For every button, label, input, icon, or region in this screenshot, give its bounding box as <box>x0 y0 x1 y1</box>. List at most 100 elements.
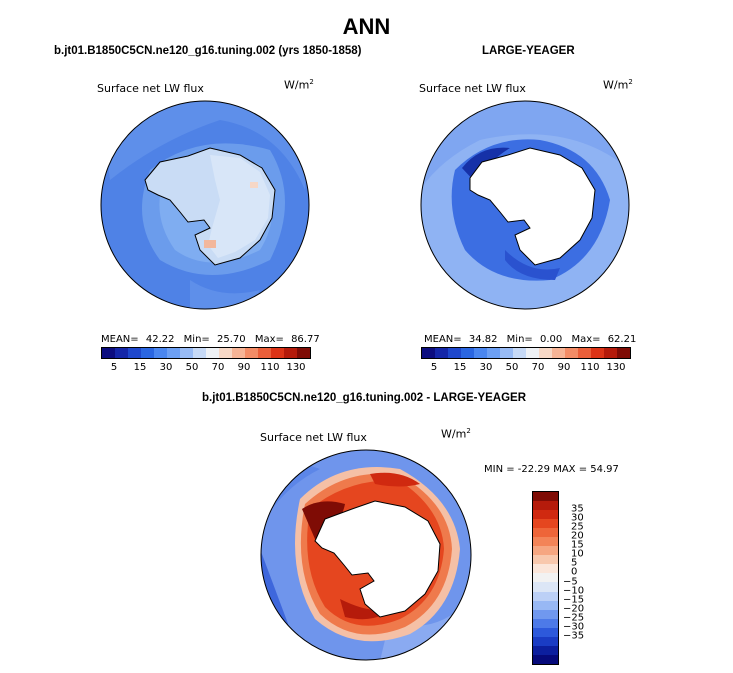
colorbar-tick-label: −5 <box>563 576 578 588</box>
diff-colorbar-ticks: 35 30 25 20 15 10 5 0 −5 −10 −15 −20 −25 −30 −35 <box>563 491 593 663</box>
colorbar-swatch <box>533 537 558 547</box>
colorbar-swatch <box>533 510 558 520</box>
colorbar-swatch <box>533 618 558 628</box>
colorbar-swatch <box>533 609 558 619</box>
diff-plot-label: Surface net LW flux <box>260 431 367 444</box>
colorbar-tick-label: −15 <box>563 594 585 606</box>
panel1-stats: MEAN= 42.22 Min= 25.70 Max= 86.77 <box>101 334 320 345</box>
colorbar-swatch <box>435 348 448 358</box>
colorbar-tick-label: 30 <box>479 362 493 373</box>
colorbar-tick-label: 70 <box>211 362 225 373</box>
colorbar-tick-label: 90 <box>237 362 251 373</box>
colorbar-swatch <box>533 654 558 664</box>
colorbar-tick-label: 20 <box>571 530 584 542</box>
colorbar-swatch <box>533 555 558 565</box>
colorbar-tick-label: 10 <box>571 548 584 560</box>
colorbar-swatch <box>422 348 435 358</box>
colorbar-swatch <box>591 348 604 358</box>
main-title: ANN <box>342 14 391 39</box>
colorbar-swatch <box>500 348 513 358</box>
diff-unit: W/m2 <box>441 427 471 441</box>
colorbar-tick-label: −20 <box>563 603 585 615</box>
diff-minmax: MIN = -22.29 MAX = 54.97 <box>484 464 619 475</box>
colorbar-tick-label: 5 <box>571 557 578 569</box>
panel2-map <box>420 100 630 310</box>
colorbar-swatch <box>115 348 128 358</box>
colorbar-tick-label: 70 <box>531 362 545 373</box>
colorbar-swatch <box>167 348 180 358</box>
colorbar-tick-label: 50 <box>185 362 199 373</box>
colorbar-tick-label: 130 <box>606 362 626 373</box>
panel1-plot-label: Surface net LW flux <box>97 82 204 95</box>
panel1-map <box>100 100 310 310</box>
diff-map <box>260 449 472 661</box>
colorbar-swatch <box>284 348 297 358</box>
colorbar-swatch <box>474 348 487 358</box>
colorbar-swatch <box>526 348 539 358</box>
colorbar-swatch <box>539 348 552 358</box>
colorbar-tick-label: 110 <box>580 362 600 373</box>
colorbar-swatch <box>617 348 630 358</box>
panel2-colorbar <box>421 347 631 359</box>
colorbar-swatch <box>533 627 558 637</box>
panel2-case-label: LARGE-YEAGER <box>482 45 575 57</box>
colorbar-swatch <box>245 348 258 358</box>
colorbar-tick-label: 110 <box>260 362 280 373</box>
diff-colorbar <box>532 491 559 665</box>
colorbar-tick-label: −35 <box>563 630 585 642</box>
colorbar-swatch <box>232 348 245 358</box>
colorbar-tick-label: −10 <box>563 585 585 597</box>
colorbar-tick-label: 30 <box>159 362 173 373</box>
colorbar-swatch <box>258 348 271 358</box>
colorbar-tick-label: 25 <box>571 521 584 533</box>
colorbar-tick-label: 5 <box>430 362 438 373</box>
panel2-stats: MEAN= 34.82 Min= 0.00 Max= 62.21 <box>424 334 637 345</box>
colorbar-tick-label: 15 <box>453 362 467 373</box>
colorbar-swatch <box>533 573 558 583</box>
colorbar-swatch <box>533 582 558 592</box>
colorbar-swatch <box>578 348 591 358</box>
colorbar-tick-label: 15 <box>571 539 584 551</box>
colorbar-swatch <box>604 348 617 358</box>
colorbar-swatch <box>297 348 310 358</box>
panel1-case-label: b.jt01.B1850C5CN.ne120_g16.tuning.002 (y… <box>54 45 362 57</box>
panel1-unit: W/m2 <box>284 78 314 92</box>
colorbar-swatch <box>513 348 526 358</box>
colorbar-swatch <box>565 348 578 358</box>
colorbar-tick-label: 50 <box>505 362 519 373</box>
colorbar-swatch <box>141 348 154 358</box>
colorbar-swatch <box>102 348 115 358</box>
colorbar-tick-label: −25 <box>563 612 585 624</box>
colorbar-swatch <box>533 645 558 655</box>
colorbar-swatch <box>533 636 558 646</box>
colorbar-swatch <box>180 348 193 358</box>
colorbar-swatch <box>271 348 284 358</box>
colorbar-swatch <box>487 348 500 358</box>
colorbar-swatch <box>154 348 167 358</box>
panel1-colorbar <box>101 347 311 359</box>
colorbar-swatch <box>219 348 232 358</box>
colorbar-swatch <box>193 348 206 358</box>
panel2-plot-label: Surface net LW flux <box>419 82 526 95</box>
colorbar-swatch <box>533 564 558 574</box>
colorbar-tick-label: 30 <box>571 512 584 524</box>
colorbar-swatch <box>552 348 565 358</box>
colorbar-swatch <box>533 501 558 511</box>
colorbar-tick-label: 0 <box>571 566 578 578</box>
colorbar-tick-label: 130 <box>286 362 306 373</box>
colorbar-swatch <box>206 348 219 358</box>
diff-case-label: b.jt01.B1850C5CN.ne120_g16.tuning.002 - … <box>202 392 527 404</box>
colorbar-tick-label: 90 <box>557 362 571 373</box>
colorbar-swatch <box>533 492 558 502</box>
colorbar-swatch <box>128 348 141 358</box>
colorbar-swatch <box>461 348 474 358</box>
colorbar-tick-label: 15 <box>133 362 147 373</box>
colorbar-tick-label: 5 <box>110 362 118 373</box>
colorbar-swatch <box>533 600 558 610</box>
colorbar-swatch <box>533 591 558 601</box>
colorbar-tick-label: 35 <box>571 503 584 515</box>
colorbar-swatch <box>448 348 461 358</box>
colorbar-tick-label: −30 <box>563 621 585 633</box>
panel1-colorbar-ticks: 5 15 30 50 70 90 110 130 <box>101 362 309 376</box>
panel2-unit: W/m2 <box>603 78 633 92</box>
